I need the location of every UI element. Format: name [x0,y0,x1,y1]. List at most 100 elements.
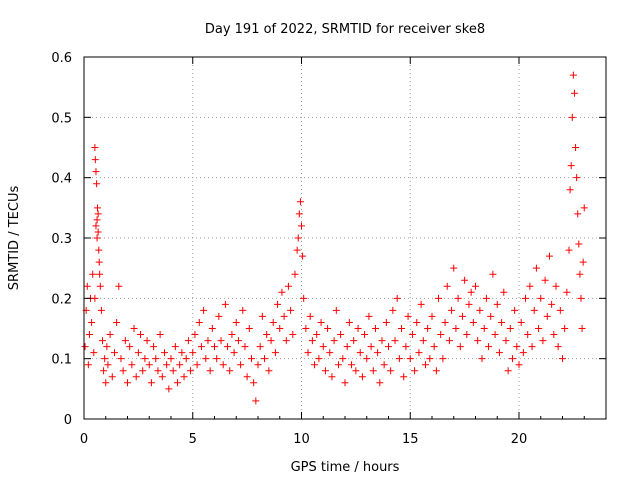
data-point [250,379,258,387]
data-point [208,325,216,332]
data-point [91,144,99,151]
data-point [378,337,386,345]
data-point [552,282,560,290]
data-point [495,349,503,357]
data-point [445,337,453,345]
data-point [437,331,445,339]
data-point [339,355,347,363]
data-point [306,312,314,320]
data-point [245,325,253,332]
data-point [568,113,576,121]
data-point [274,300,282,308]
data-point [284,282,292,290]
data-point [282,337,290,345]
data-point [508,355,516,363]
data-point [287,306,295,314]
data-point [506,325,514,332]
data-point [413,318,421,326]
data-point [566,186,574,194]
data-point [578,325,586,332]
data-point [456,343,464,351]
data-point [304,349,312,357]
data-point [211,343,218,351]
data-point [92,222,100,230]
data-point [193,361,201,369]
data-point [367,343,375,351]
axis-ticks: 0 0.1 0.2 0.3 0.4 0.5 0.6 0 5 10 15 20 [51,51,606,447]
data-point [573,174,581,182]
data-point [511,306,519,314]
data-point [563,288,571,296]
data-point [389,306,397,314]
data-point [341,379,349,387]
data-point [184,337,192,345]
data-point [294,234,302,242]
data-point [426,355,434,363]
data-point [371,325,379,332]
data-point [421,361,429,369]
data-point [365,312,373,320]
data-point [574,210,582,218]
data-point [230,349,238,357]
data-point [81,343,89,351]
data-point [330,337,338,345]
data-point [96,270,104,278]
data-point [150,343,158,351]
data-point [195,318,203,326]
data-point [293,246,301,254]
data-point [561,325,569,332]
data-point [106,331,114,339]
data-point [374,349,382,357]
data-point [158,373,166,381]
data-point [485,343,493,351]
data-point [174,379,182,387]
data-point [92,168,100,176]
data-point [215,312,223,320]
data-point [517,318,525,326]
data-point [228,331,236,339]
data-point [348,361,356,369]
data-point [119,367,127,375]
data-point [124,379,131,387]
data-point [241,343,249,351]
data-point [500,288,508,296]
data-point [324,325,332,332]
data-point [160,349,168,357]
data-point [93,234,101,242]
data-point [400,373,408,381]
data-point [559,355,566,363]
data-point [256,343,264,351]
data-point [95,258,103,266]
data-point [167,355,175,363]
data-point [226,367,234,375]
data-point [263,331,271,339]
data-point [191,331,199,339]
data-point [96,282,104,290]
data-point [171,343,179,351]
data-point [526,282,534,290]
data-point [369,367,377,375]
data-point [141,355,149,363]
data-point [202,355,210,363]
x-tick-label: 10 [293,432,310,447]
data-point [176,361,184,369]
data-point [343,343,351,351]
data-point [539,337,547,345]
data-point [535,325,543,332]
data-point [315,355,323,363]
data-point [117,355,125,363]
data-point [189,349,197,357]
data-point [528,343,536,351]
y-tick-label: 0 [64,413,72,428]
data-point [321,367,329,375]
data-point [478,355,486,363]
data-point [458,312,466,320]
data-point [269,318,277,326]
data-point [91,156,99,164]
data-point [98,337,106,345]
data-point [532,264,540,272]
data-point [197,343,205,351]
data-point [354,325,362,332]
data-point [382,318,390,326]
